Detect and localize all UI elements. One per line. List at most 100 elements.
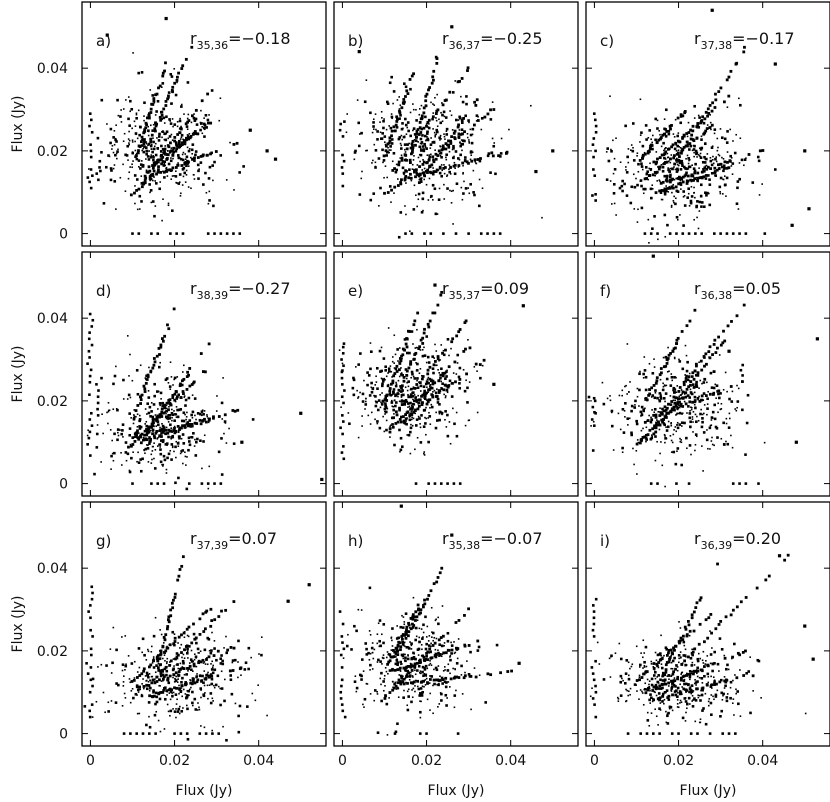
data-point bbox=[155, 417, 159, 421]
data-point bbox=[206, 482, 210, 485]
data-point bbox=[444, 116, 448, 119]
data-point bbox=[151, 662, 154, 664]
data-point bbox=[150, 133, 154, 137]
data-point bbox=[635, 442, 639, 446]
data-point bbox=[678, 411, 682, 415]
data-point bbox=[400, 178, 403, 182]
data-point bbox=[672, 156, 676, 160]
data-point bbox=[455, 675, 459, 679]
data-point bbox=[386, 651, 389, 653]
data-point bbox=[399, 625, 403, 629]
data-point bbox=[679, 404, 683, 408]
data-point bbox=[207, 202, 210, 205]
data-point bbox=[369, 634, 372, 636]
data-point bbox=[648, 392, 652, 396]
data-point bbox=[649, 437, 653, 441]
data-point bbox=[467, 673, 471, 676]
data-point bbox=[431, 631, 433, 633]
data-point bbox=[161, 690, 165, 694]
data-point bbox=[88, 331, 91, 334]
data-point bbox=[424, 145, 427, 147]
data-point bbox=[700, 146, 704, 150]
data-point bbox=[160, 110, 164, 114]
data-point bbox=[468, 142, 471, 144]
data-point bbox=[157, 139, 161, 142]
data-point bbox=[476, 649, 480, 652]
data-point bbox=[198, 674, 202, 678]
data-point bbox=[130, 417, 132, 419]
data-point bbox=[193, 658, 196, 661]
data-point bbox=[696, 415, 698, 418]
data-point bbox=[149, 155, 153, 159]
data-point bbox=[143, 433, 147, 437]
data-point bbox=[200, 689, 202, 691]
data-point bbox=[168, 402, 172, 406]
data-point bbox=[698, 176, 702, 180]
data-point bbox=[152, 403, 156, 406]
data-point bbox=[699, 152, 702, 155]
data-point bbox=[669, 352, 672, 355]
data-point bbox=[424, 664, 428, 668]
data-point bbox=[391, 117, 393, 120]
data-point bbox=[128, 433, 132, 437]
data-point bbox=[174, 166, 178, 169]
data-point bbox=[382, 415, 384, 418]
data-point bbox=[428, 365, 432, 369]
data-point bbox=[471, 151, 474, 154]
data-point bbox=[382, 654, 385, 656]
data-point bbox=[168, 415, 171, 417]
data-point bbox=[437, 391, 441, 394]
data-point bbox=[396, 117, 399, 121]
data-point bbox=[167, 94, 170, 98]
data-point bbox=[180, 136, 183, 139]
data-point bbox=[731, 232, 735, 235]
data-point bbox=[169, 698, 172, 701]
data-point bbox=[167, 452, 171, 456]
data-point bbox=[387, 660, 391, 664]
data-point bbox=[706, 403, 709, 405]
data-point bbox=[674, 202, 677, 206]
data-point bbox=[183, 113, 185, 115]
data-point bbox=[618, 186, 622, 190]
data-point bbox=[725, 417, 728, 420]
data-point bbox=[147, 411, 151, 415]
data-point bbox=[139, 458, 142, 461]
data-point bbox=[423, 668, 427, 671]
data-point bbox=[430, 137, 432, 139]
data-point bbox=[636, 154, 638, 157]
data-point bbox=[433, 641, 437, 645]
data-point bbox=[162, 482, 166, 485]
data-point bbox=[235, 141, 239, 145]
data-point bbox=[417, 394, 419, 397]
data-point bbox=[162, 426, 166, 429]
data-point bbox=[681, 180, 685, 184]
data-point bbox=[414, 448, 416, 451]
data-point bbox=[86, 362, 89, 365]
data-point bbox=[159, 629, 161, 631]
data-point bbox=[670, 373, 673, 375]
data-point bbox=[149, 179, 151, 182]
data-point bbox=[702, 169, 706, 173]
data-point bbox=[155, 657, 159, 661]
data-point bbox=[438, 418, 441, 422]
data-point bbox=[436, 397, 440, 401]
data-point bbox=[390, 138, 394, 141]
data-point bbox=[719, 176, 723, 180]
data-point bbox=[682, 134, 686, 138]
data-point bbox=[692, 139, 696, 143]
data-point bbox=[204, 732, 208, 735]
data-point bbox=[347, 412, 350, 414]
data-point bbox=[370, 646, 374, 650]
data-point bbox=[663, 127, 666, 131]
data-point bbox=[157, 719, 160, 722]
data-point bbox=[716, 137, 719, 140]
data-point bbox=[203, 123, 207, 127]
data-point bbox=[162, 454, 166, 458]
data-point bbox=[171, 692, 173, 694]
data-point bbox=[446, 187, 449, 190]
data-point bbox=[370, 381, 373, 385]
data-point bbox=[153, 214, 156, 218]
data-point bbox=[416, 328, 418, 331]
data-point bbox=[386, 407, 389, 410]
data-point bbox=[408, 142, 410, 145]
